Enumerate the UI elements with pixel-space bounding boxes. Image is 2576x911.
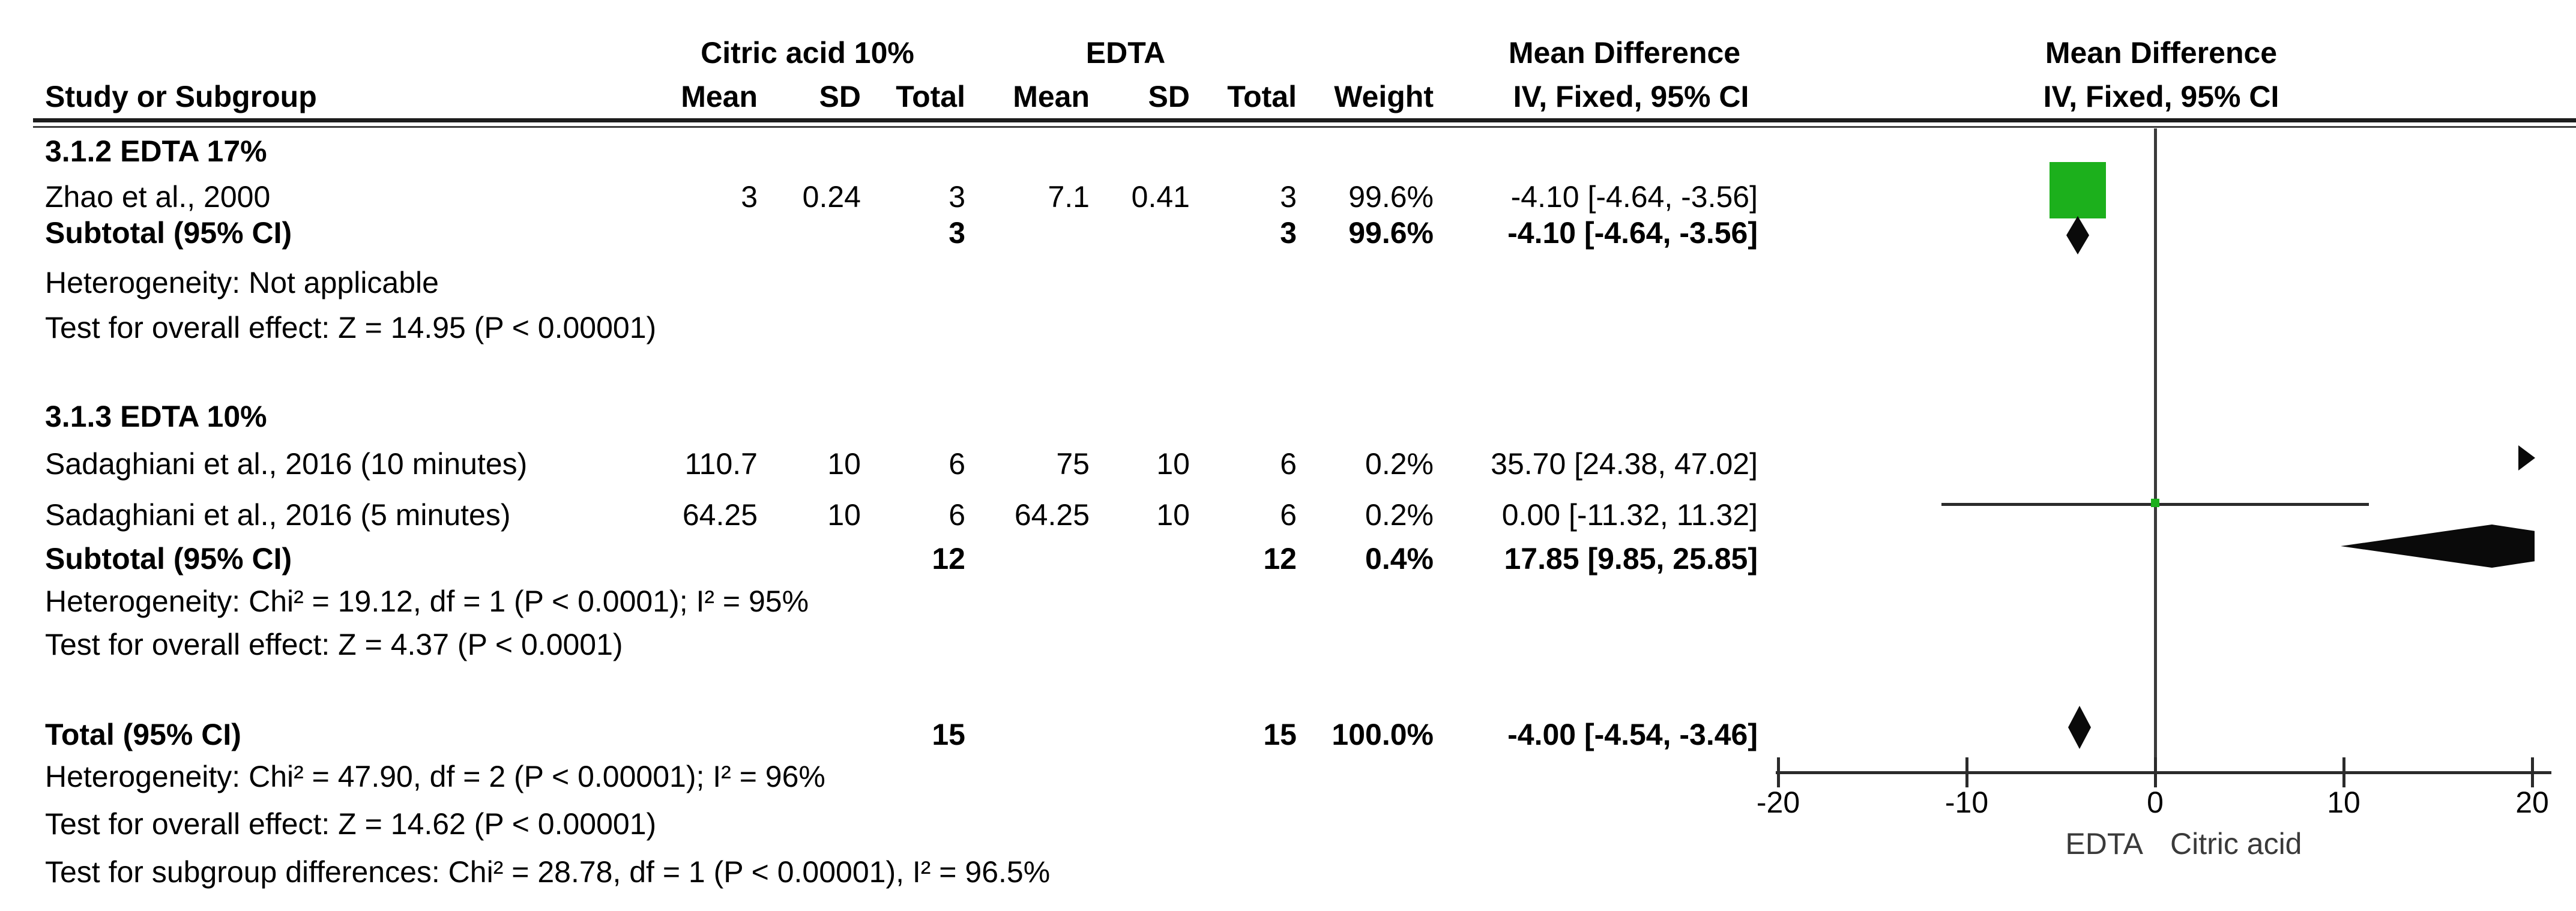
col-header-total2: Total [1227,80,1297,113]
study-total1: 6 [949,498,965,532]
total-heterogeneity-note: Heterogeneity: Chi² = 47.90, df = 2 (P <… [45,760,825,793]
subtotal-total2: 3 [1280,216,1297,250]
subtotal-label: Subtotal (95% CI) [45,542,292,576]
col-header-total1: Total [896,80,965,113]
study-total2: 6 [1280,498,1297,532]
col-header-weight: Weight [1334,80,1434,113]
x-axis-tick-label: 10 [2327,786,2360,819]
total-label: Total (95% CI) [45,718,241,751]
zero-effect-line [2154,128,2157,772]
study-sd1: 0.24 [802,180,861,214]
total-ci-text: -4.00 [-4.54, -3.46] [1507,718,1758,751]
effect-title-right: Mean Difference [2045,36,2278,70]
col-header-mean1: Mean [681,80,758,113]
x-axis-tick-label: 0 [2147,786,2164,819]
x-axis-tick [1965,757,1968,787]
x-axis-tick-label: 20 [2515,786,2549,819]
x-axis-tick [2531,757,2534,787]
study-sd1: 10 [827,498,861,532]
point-estimate-square-zhao [2050,162,2106,218]
total-overall-effect-note: Test for overall effect: Z = 14.62 (P < … [45,807,657,841]
total-total1: 15 [932,718,965,751]
study-mean2: 75 [1056,447,1090,481]
study-total2: 6 [1280,447,1297,481]
favours-left-label: EDTA [2065,827,2143,861]
subtotal-diamond-edta17 [2066,216,2089,254]
group1-title: Citric acid 10% [701,36,914,70]
study-weight: 0.2% [1365,447,1434,481]
subtotal-ci-text: -4.10 [-4.64, -3.56] [1507,216,1758,250]
study-ci-text: 0.00 [-11.32, 11.32] [1501,498,1758,532]
x-axis-tick [2342,757,2345,787]
subtotal-weight: 99.6% [1348,216,1434,250]
col-header-study: Study or Subgroup [45,80,317,113]
study-ci-text: 35.70 [24.38, 47.02] [1491,447,1758,481]
group2-title: EDTA [1085,36,1166,70]
study-mean2: 7.1 [1048,180,1090,214]
x-axis-tick [1777,757,1780,787]
subtotal-diamond-edta10-clipped [2341,525,2535,568]
x-axis-tick [2154,757,2157,787]
study-mean2: 64.25 [1014,498,1090,532]
x-axis-tick-label: -10 [1944,786,1989,819]
total-diamond [2068,706,2091,749]
col-header-ci-right: IV, Fixed, 95% CI [2043,80,2279,113]
col-header-mean2: Mean [1013,80,1090,113]
overall-effect-note: Test for overall effect: Z = 4.37 (P < 0… [45,628,623,661]
study-weight: 0.2% [1365,498,1434,532]
col-header-sd1: SD [819,80,861,113]
study-name: Sadaghiani et al., 2016 (10 minutes) [45,447,528,481]
col-header-sd2: SD [1148,80,1190,113]
offscale-right-arrow-icon [2518,445,2535,471]
study-total1: 3 [949,180,965,214]
total-total2: 15 [1263,718,1297,751]
col-header-ci-left: IV, Fixed, 95% CI [1513,80,1749,113]
study-total2: 3 [1280,180,1297,214]
x-axis-tick-label: -20 [1756,786,1800,819]
subtotal-total1: 3 [949,216,965,250]
study-sd1: 10 [827,447,861,481]
study-name: Sadaghiani et al., 2016 (5 minutes) [45,498,511,532]
subgroup-title: 3.1.3 EDTA 10% [45,400,267,433]
subtotal-weight: 0.4% [1365,542,1434,576]
heterogeneity-note: Heterogeneity: Not applicable [45,266,439,299]
subtotal-total1: 12 [932,542,965,576]
study-sd2: 10 [1156,498,1190,532]
subgroup-differences-note: Test for subgroup differences: Chi² = 28… [45,855,1051,889]
study-sd2: 10 [1156,447,1190,481]
effect-title-left: Mean Difference [1508,36,1741,70]
study-total1: 6 [949,447,965,481]
subtotal-label: Subtotal (95% CI) [45,216,292,250]
subtotal-ci-text: 17.85 [9.85, 25.85] [1504,542,1758,576]
study-mean1: 3 [741,180,758,214]
favours-right-label: Citric acid [2170,827,2302,861]
study-name: Zhao et al., 2000 [45,180,271,214]
total-weight: 100.0% [1332,718,1434,751]
overall-effect-note: Test for overall effect: Z = 14.95 (P < … [45,311,657,344]
study-sd2: 0.41 [1131,180,1190,214]
heterogeneity-note: Heterogeneity: Chi² = 19.12, df = 1 (P <… [45,585,809,618]
study-mean1: 110.7 [684,447,758,481]
study-weight: 99.6% [1348,180,1434,214]
header-separator-rule [33,118,2576,128]
x-axis-line [1776,771,2551,774]
study-ci-text: -4.10 [-4.64, -3.56] [1510,180,1758,214]
point-estimate-square-sadaghiani-5min [2151,499,2159,507]
study-mean1: 64.25 [682,498,758,532]
subtotal-total2: 12 [1263,542,1297,576]
subgroup-title: 3.1.2 EDTA 17% [45,134,267,168]
